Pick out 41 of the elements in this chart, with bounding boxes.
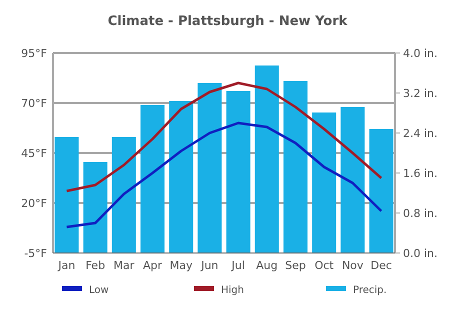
bar <box>283 81 308 253</box>
y-tick-label: 20°F <box>21 197 47 210</box>
x-tick-label: Aug <box>256 259 278 272</box>
bar <box>140 105 165 253</box>
bar <box>54 137 79 253</box>
x-tick-label: May <box>170 259 193 272</box>
y-tick-label: 45°F <box>21 147 47 160</box>
bar <box>340 107 365 253</box>
x-tick-label: Mar <box>114 259 135 272</box>
legend-label: Low <box>89 285 109 296</box>
bar <box>312 112 336 253</box>
legend-label: Precip. <box>353 285 387 296</box>
x-tick-label: Sep <box>285 259 306 272</box>
y2-tick-label: 0.8 in. <box>403 207 438 220</box>
bar <box>198 83 222 253</box>
bar <box>226 91 250 253</box>
x-tick-label: Oct <box>314 259 334 272</box>
bar <box>83 162 108 253</box>
legend-label: High <box>221 285 244 296</box>
line-series <box>65 122 383 228</box>
y-tick-label: 95°F <box>21 47 47 60</box>
line-series <box>65 82 383 192</box>
bar <box>169 101 194 253</box>
bar <box>112 137 136 253</box>
y2-tick-label: 3.2 in. <box>403 87 438 100</box>
x-tick-label: Jan <box>57 259 76 272</box>
chart-title: Climate - Plattsburgh - New York <box>108 14 348 29</box>
bar <box>369 129 394 253</box>
y2-tick-label: 4.0 in. <box>403 47 438 60</box>
x-tick-label: Nov <box>342 259 364 272</box>
y2-tick-label: 1.6 in. <box>403 167 438 180</box>
y2-tick-label: 2.4 in. <box>403 127 438 140</box>
y2-tick-label: 0.0 in. <box>403 247 438 260</box>
y-tick-label: 70°F <box>21 97 47 110</box>
y-tick-label: -5°F <box>24 247 47 260</box>
x-tick-label: Apr <box>142 259 163 272</box>
x-tick-label: Jul <box>230 259 245 272</box>
bar <box>254 66 279 253</box>
x-tick-label: Feb <box>86 259 106 272</box>
x-tick-label: Jun <box>200 259 218 272</box>
x-tick-label: Dec <box>370 259 392 272</box>
